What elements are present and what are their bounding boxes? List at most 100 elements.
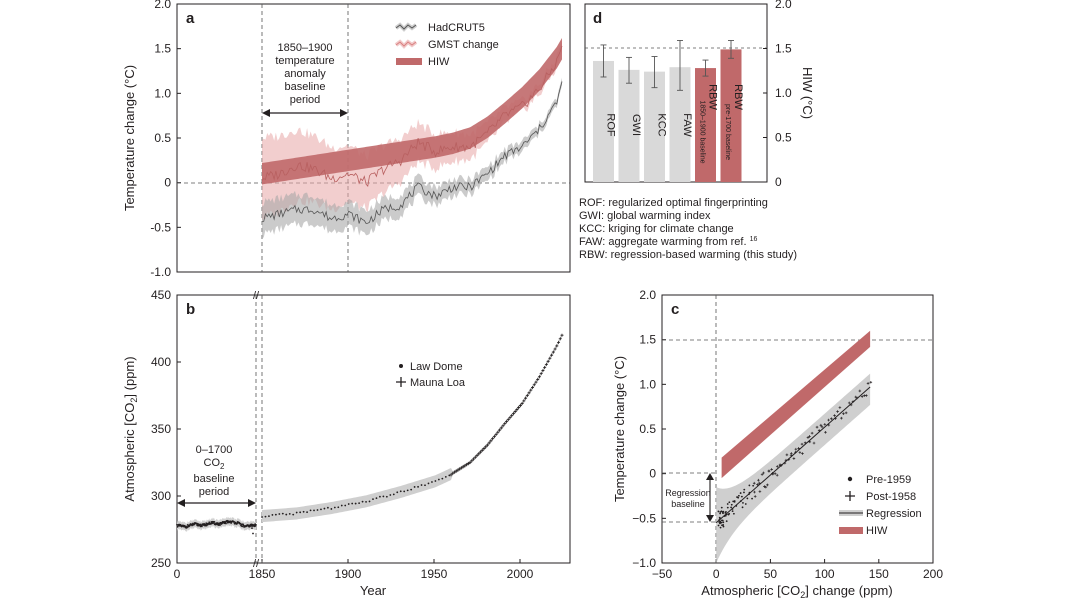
maunaloa-point xyxy=(458,467,462,471)
lawdome-point xyxy=(368,500,371,503)
y-tick-label: 0 xyxy=(775,175,782,189)
break-mark-top: // xyxy=(253,290,260,302)
y-tick-label: 1.0 xyxy=(154,86,171,100)
gmst-change-line xyxy=(261,45,563,188)
post1958-point xyxy=(815,425,819,429)
maunaloa-point xyxy=(496,430,500,434)
panel-b-yticks: 450 400 350 300 250 xyxy=(151,288,181,570)
pre1959-point xyxy=(740,495,743,498)
post1958-point xyxy=(820,425,824,429)
annotation-b-line1: 0–1700 xyxy=(196,444,233,456)
pre1959-point xyxy=(721,519,724,522)
panel-c-yticks: 2.0 1.5 1.0 0.5 0 −0.5 −1.0 xyxy=(632,288,666,570)
lawdome-point xyxy=(255,523,257,526)
lawdome-point xyxy=(219,524,221,526)
lawdome-point xyxy=(268,515,270,518)
maunaloa-point xyxy=(513,410,517,414)
post1958-point xyxy=(808,440,812,444)
maunaloa-point xyxy=(501,424,505,428)
pre1959-point xyxy=(726,503,729,505)
pre1959-point xyxy=(725,520,728,523)
maunaloa-point xyxy=(553,347,557,351)
legend-hiw-c: HIW xyxy=(866,525,888,537)
maunaloa-point xyxy=(491,437,495,441)
post1958-point xyxy=(827,418,830,422)
bar-rbw xyxy=(720,49,742,182)
lawdome-point xyxy=(431,481,433,483)
lawdome-point xyxy=(427,482,430,485)
lawdome-point xyxy=(444,475,447,478)
post1958-point xyxy=(785,453,789,457)
lawdome-point xyxy=(340,504,343,507)
y-tick-label: 350 xyxy=(151,422,171,436)
post1958-point xyxy=(830,417,833,421)
baseline-arrowhead-left-a xyxy=(262,109,270,117)
legend-maunaloa: Mauna Loa xyxy=(410,377,466,389)
post1958-point xyxy=(847,401,851,405)
maunaloa-point xyxy=(546,359,550,363)
maunaloa-point xyxy=(550,353,554,357)
post1958-point xyxy=(840,416,843,420)
x-tick-label: 0 xyxy=(713,567,720,581)
maunaloa-point xyxy=(475,454,479,458)
pre1959-point xyxy=(737,496,740,499)
y-tick-label: 0 xyxy=(164,176,171,190)
post1958-point xyxy=(790,452,793,455)
maunaloa-point xyxy=(517,406,521,410)
lawdome-point xyxy=(285,513,288,516)
lawdome-point xyxy=(264,515,267,518)
glossary-rof: ROF: regularized optimal fingerprinting xyxy=(579,197,768,209)
post1958-point xyxy=(775,473,779,477)
pre1959-point xyxy=(730,506,733,509)
maunaloa-point xyxy=(452,470,456,474)
legend-gmst-line xyxy=(395,41,417,47)
legend-pre1959-marker xyxy=(847,476,853,482)
panel-c: c Temperature change (°C) Atmospheric [C… xyxy=(612,288,943,600)
post1958-point xyxy=(838,406,842,409)
maunaloa-point xyxy=(451,471,455,475)
bar-kcc xyxy=(644,71,665,182)
maunaloa-point xyxy=(506,418,510,422)
panel-b-data xyxy=(176,333,564,535)
legend-lawdome-marker xyxy=(399,364,403,368)
hiw-band-c xyxy=(721,330,871,479)
lawdome-point xyxy=(403,490,406,493)
maunaloa-point xyxy=(470,459,474,463)
y-tick-label: 1.5 xyxy=(775,42,792,56)
lawdome-point xyxy=(413,486,416,488)
panel-d-yticks: 2.0 1.5 1.0 0.5 0 xyxy=(763,0,792,189)
bar-label: RBW xyxy=(707,84,719,110)
lawdome-point xyxy=(382,495,385,498)
maunaloa-point xyxy=(484,445,488,449)
maunaloa-point xyxy=(492,435,496,439)
panel-a-bands xyxy=(262,37,562,238)
post1958-point xyxy=(756,483,759,486)
post1958-point xyxy=(833,414,836,417)
maunaloa-point xyxy=(510,414,514,418)
post1958-point xyxy=(844,411,848,415)
post1958-point xyxy=(798,451,802,454)
y-tick-label: 1.5 xyxy=(154,42,171,56)
maunaloa-point xyxy=(529,388,533,392)
break-mark-bottom: // xyxy=(253,558,260,570)
lawdome-point xyxy=(372,498,374,500)
pre1959-point xyxy=(722,521,725,524)
lawdome-point xyxy=(437,478,440,481)
lawdome-point xyxy=(302,510,305,513)
panel-c-frame xyxy=(661,294,934,564)
gmst-uncertainty-band xyxy=(262,40,562,221)
post1958-point xyxy=(808,435,811,438)
post1958-point xyxy=(760,473,764,476)
pre1959-point xyxy=(731,510,734,513)
y-tick-label: 1.0 xyxy=(775,86,792,100)
maunaloa-point xyxy=(518,404,522,408)
lawdome-point xyxy=(424,484,426,487)
y-tick-label: 400 xyxy=(151,355,171,369)
baseline-arrowhead-right-a xyxy=(340,109,348,117)
legend-hiw-a: HIW xyxy=(428,56,450,68)
post1958-point xyxy=(812,441,816,445)
maunaloa-point xyxy=(543,365,547,369)
pre1959-point xyxy=(737,494,740,497)
maunaloa-point xyxy=(468,461,472,464)
